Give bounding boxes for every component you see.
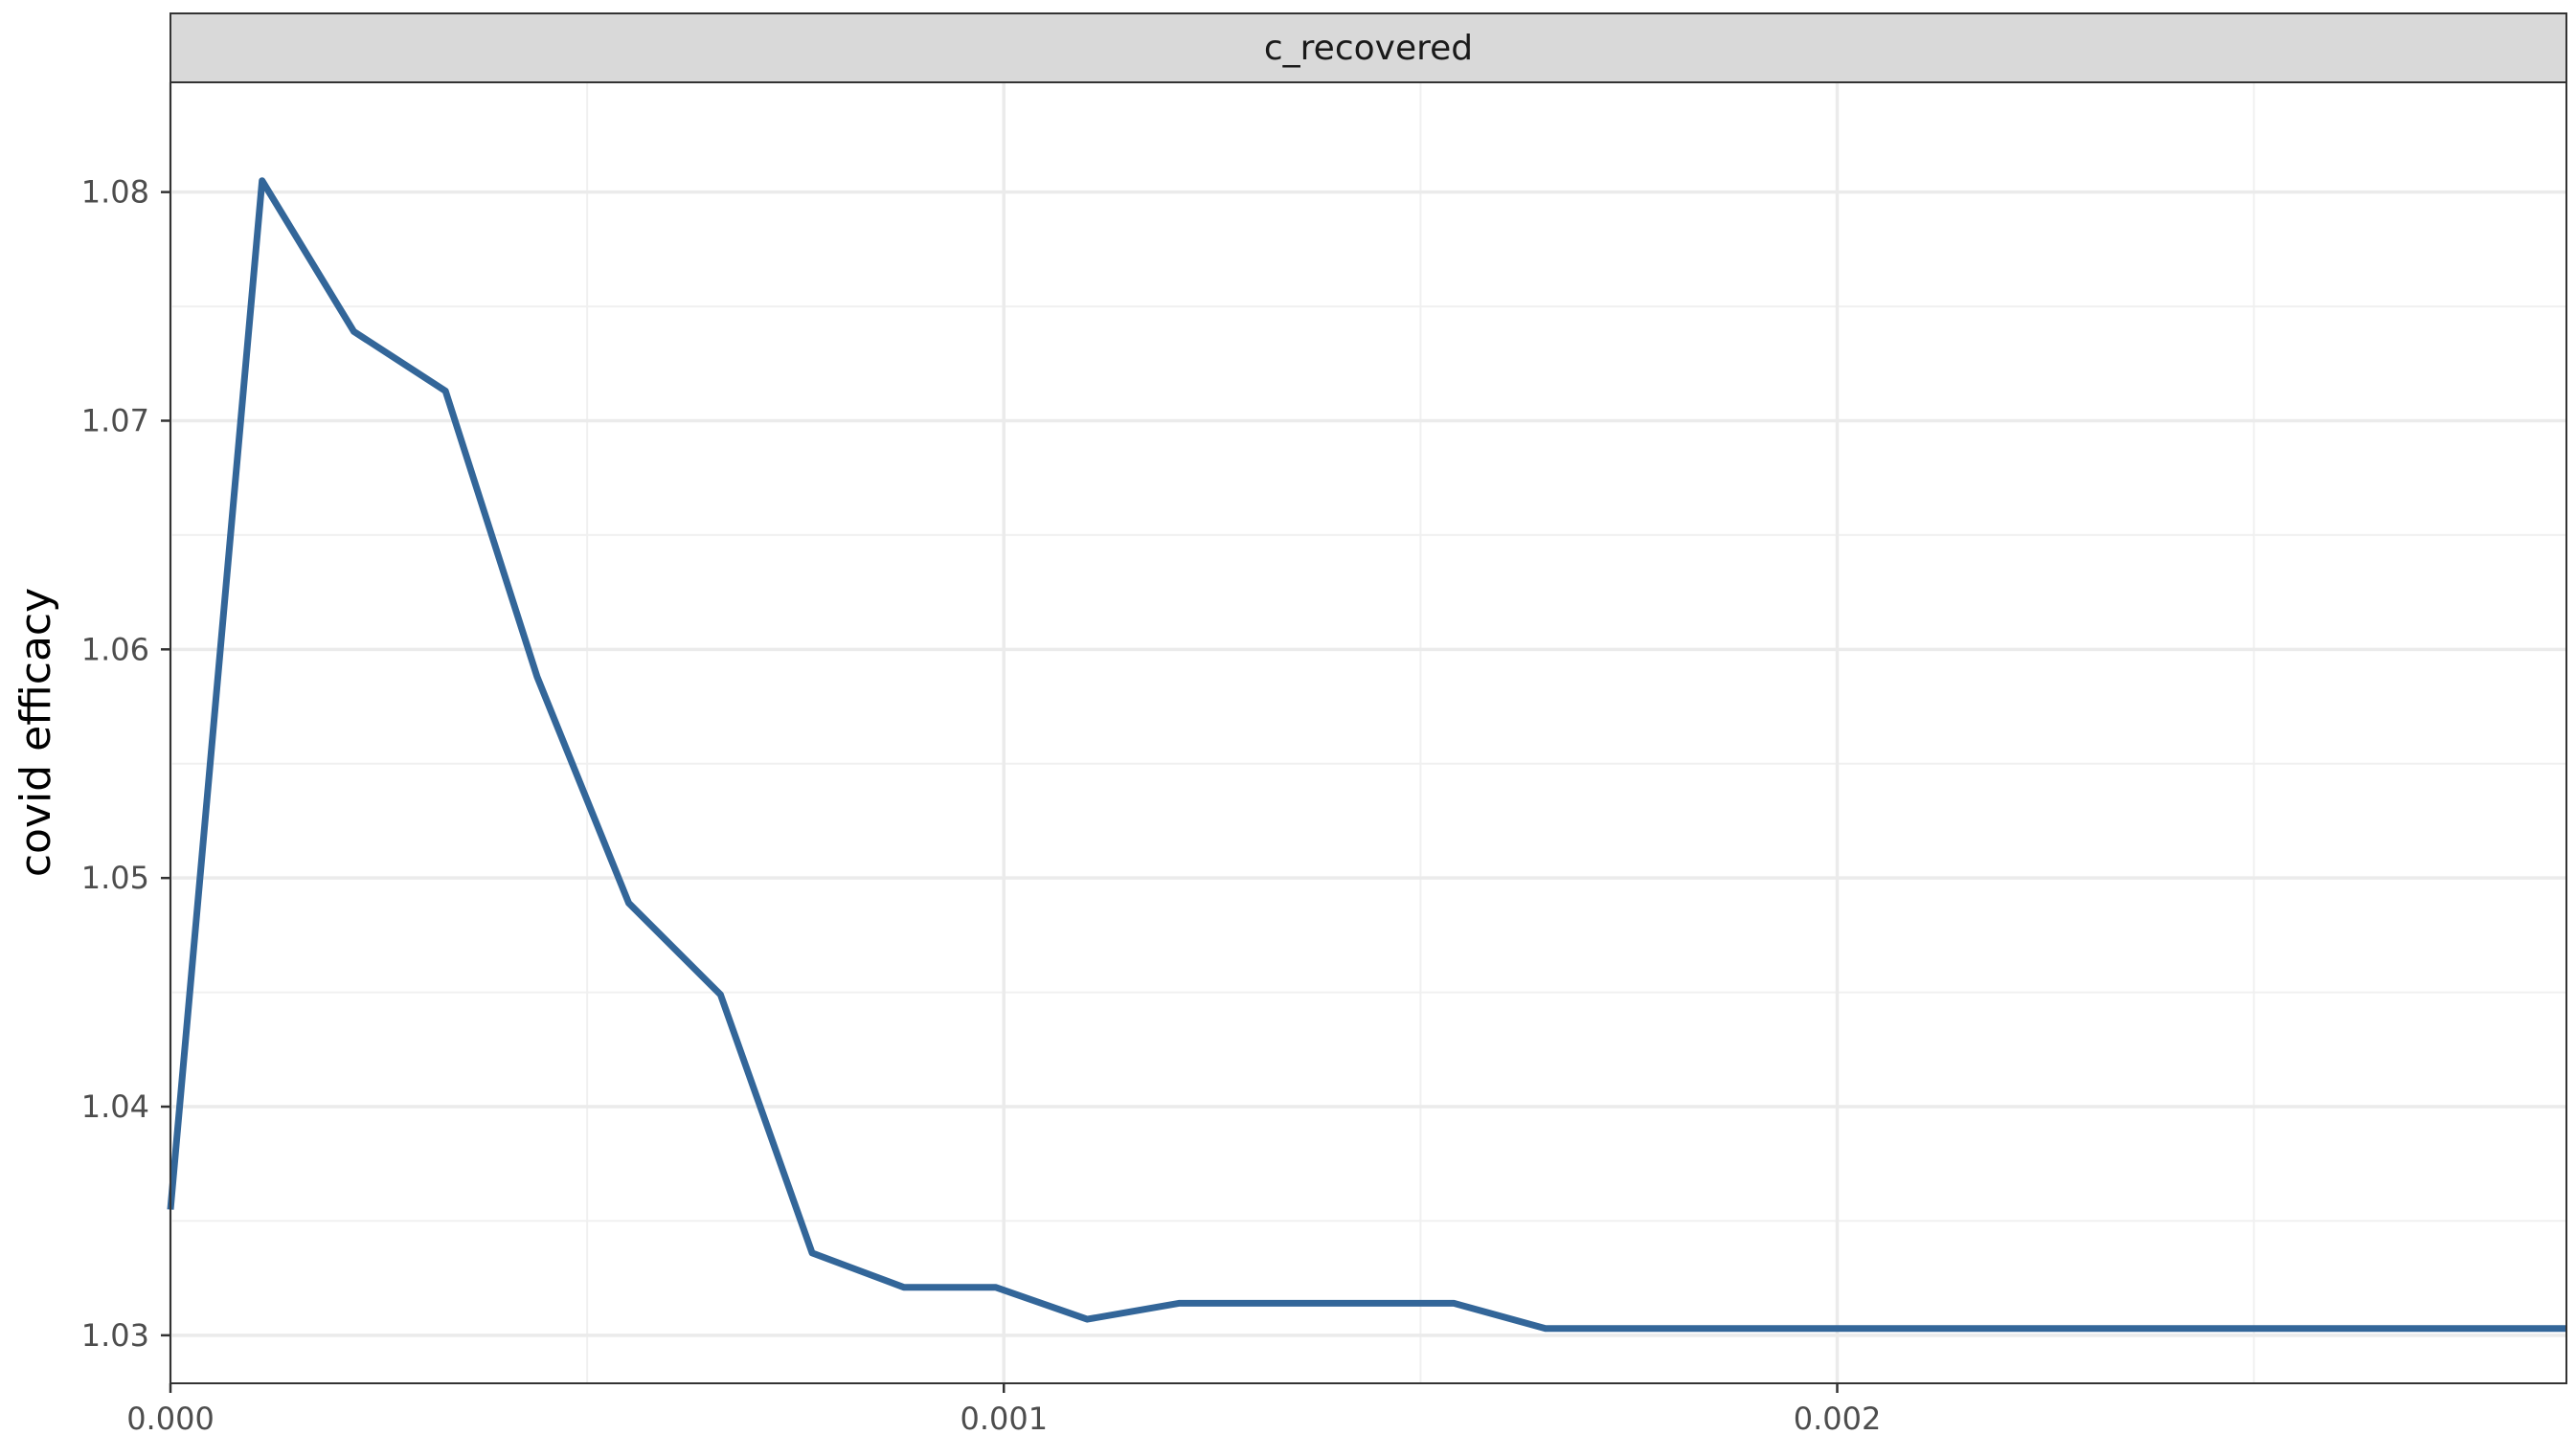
facet-strip [169, 12, 2567, 83]
series-lines [167, 177, 2566, 1333]
series-line [167, 177, 2566, 1333]
plot-panel-border [169, 81, 2567, 1384]
y-tick-label: 1.06 [81, 631, 149, 667]
x-tick-label: 0.002 [1794, 1401, 1882, 1435]
y-tick-label: 1.04 [81, 1088, 149, 1125]
y-tick-label: 1.07 [81, 402, 149, 438]
facet-label: c_recovered [1264, 29, 1473, 68]
x-tick-label: 0.000 [126, 1401, 215, 1435]
y-tick-label: 1.08 [81, 174, 149, 211]
x-axis: 0.000 0.001 0.002 [126, 1383, 1881, 1435]
y-axis: 1.03 1.04 1.05 1.06 1.07 1.08 [81, 174, 170, 1354]
x-tick-label: 0.001 [960, 1401, 1048, 1435]
y-axis-title: covid efficacy [11, 588, 60, 877]
y-tick-label: 1.05 [81, 860, 149, 896]
plot-panel [170, 82, 2566, 1383]
y-tick-label: 1.03 [81, 1317, 149, 1354]
